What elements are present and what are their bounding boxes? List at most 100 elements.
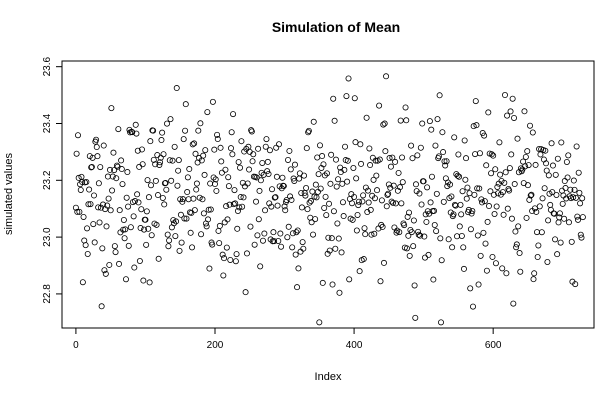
data-point bbox=[500, 211, 507, 218]
data-point bbox=[467, 285, 474, 292]
data-point bbox=[514, 135, 521, 142]
data-point bbox=[84, 225, 91, 232]
data-point bbox=[439, 129, 446, 136]
data-point bbox=[289, 244, 296, 251]
data-point bbox=[204, 109, 211, 116]
data-point bbox=[517, 268, 524, 275]
data-point bbox=[259, 237, 266, 244]
data-point bbox=[179, 198, 186, 205]
data-point bbox=[222, 166, 229, 173]
data-point bbox=[527, 122, 534, 129]
data-point bbox=[104, 202, 111, 209]
data-point bbox=[370, 176, 377, 183]
data-point bbox=[264, 168, 271, 175]
data-point bbox=[225, 174, 232, 181]
data-point bbox=[552, 236, 559, 243]
data-point bbox=[106, 261, 113, 268]
data-point bbox=[177, 211, 184, 218]
data-point bbox=[376, 156, 383, 163]
data-point bbox=[259, 159, 266, 166]
data-point bbox=[230, 111, 237, 118]
data-point bbox=[414, 152, 421, 159]
data-point bbox=[105, 195, 112, 202]
data-point bbox=[438, 257, 445, 264]
data-point bbox=[74, 208, 81, 215]
data-point bbox=[185, 196, 192, 203]
data-point bbox=[453, 233, 460, 240]
data-point bbox=[356, 268, 363, 275]
data-point bbox=[406, 252, 413, 259]
data-point bbox=[462, 176, 469, 183]
data-point bbox=[134, 147, 141, 154]
data-point bbox=[488, 151, 495, 158]
data-point bbox=[171, 143, 178, 150]
data-point bbox=[565, 219, 572, 226]
data-point bbox=[320, 161, 327, 168]
data-point bbox=[167, 116, 174, 123]
data-point bbox=[256, 187, 263, 194]
data-point bbox=[298, 204, 305, 211]
data-point bbox=[271, 194, 278, 201]
data-point bbox=[420, 178, 427, 185]
data-point bbox=[323, 212, 330, 219]
data-point bbox=[460, 265, 467, 272]
data-point bbox=[203, 223, 210, 230]
data-point bbox=[242, 289, 249, 296]
data-point bbox=[417, 232, 424, 239]
data-point bbox=[535, 242, 542, 249]
data-point bbox=[349, 216, 356, 223]
data-point bbox=[111, 167, 118, 174]
data-point bbox=[181, 215, 188, 222]
data-point bbox=[399, 179, 406, 186]
data-point bbox=[350, 164, 357, 171]
data-point bbox=[262, 143, 269, 150]
data-point bbox=[145, 225, 152, 232]
data-point bbox=[95, 204, 102, 211]
data-point bbox=[150, 127, 157, 134]
data-point bbox=[316, 142, 323, 149]
data-point bbox=[129, 129, 136, 136]
data-point bbox=[478, 196, 485, 203]
data-point bbox=[408, 142, 415, 149]
data-point bbox=[239, 203, 246, 210]
data-point bbox=[139, 161, 146, 168]
data-point bbox=[123, 194, 130, 201]
x-tick-label: 0 bbox=[73, 340, 79, 351]
data-point bbox=[359, 198, 366, 205]
data-point bbox=[97, 164, 104, 171]
data-point bbox=[343, 93, 350, 100]
data-point bbox=[364, 187, 371, 194]
data-point bbox=[392, 158, 399, 165]
data-point bbox=[338, 249, 345, 256]
data-point bbox=[246, 166, 253, 173]
data-point bbox=[480, 229, 487, 236]
data-point bbox=[421, 233, 428, 240]
data-point bbox=[481, 198, 488, 205]
data-point bbox=[481, 132, 488, 139]
data-point bbox=[524, 182, 531, 189]
data-point bbox=[354, 211, 361, 218]
data-point bbox=[112, 249, 119, 256]
data-point bbox=[257, 263, 264, 270]
data-point bbox=[154, 152, 161, 159]
data-point bbox=[132, 121, 139, 128]
data-point bbox=[469, 207, 476, 214]
data-point bbox=[170, 220, 177, 227]
data-point bbox=[531, 270, 538, 277]
data-point bbox=[525, 162, 532, 169]
data-point bbox=[297, 248, 304, 255]
data-point bbox=[158, 137, 165, 144]
data-point bbox=[255, 145, 262, 152]
data-point bbox=[200, 152, 207, 159]
data-point bbox=[192, 150, 199, 157]
data-point bbox=[345, 75, 352, 82]
data-point bbox=[205, 216, 212, 223]
data-point bbox=[433, 190, 440, 197]
data-point bbox=[368, 231, 375, 238]
data-point bbox=[224, 216, 231, 223]
data-point bbox=[568, 238, 575, 245]
data-point bbox=[134, 191, 141, 198]
data-point bbox=[121, 235, 128, 242]
data-point bbox=[482, 240, 489, 247]
data-point bbox=[415, 231, 422, 238]
